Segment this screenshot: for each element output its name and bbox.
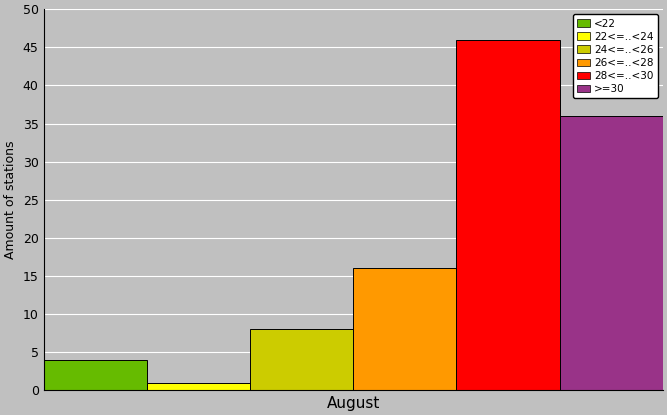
Bar	[456, 40, 560, 390]
Bar	[43, 360, 147, 390]
Legend: <22, 22<=..<24, 24<=..<26, 26<=..<28, 28<=..<30, >=30: <22, 22<=..<24, 24<=..<26, 26<=..<28, 28…	[573, 15, 658, 98]
Bar	[560, 116, 663, 390]
Bar	[250, 329, 354, 390]
Y-axis label: Amount of stations: Amount of stations	[4, 140, 17, 259]
Bar	[354, 269, 456, 390]
Bar	[147, 383, 250, 390]
X-axis label: August: August	[327, 396, 380, 411]
